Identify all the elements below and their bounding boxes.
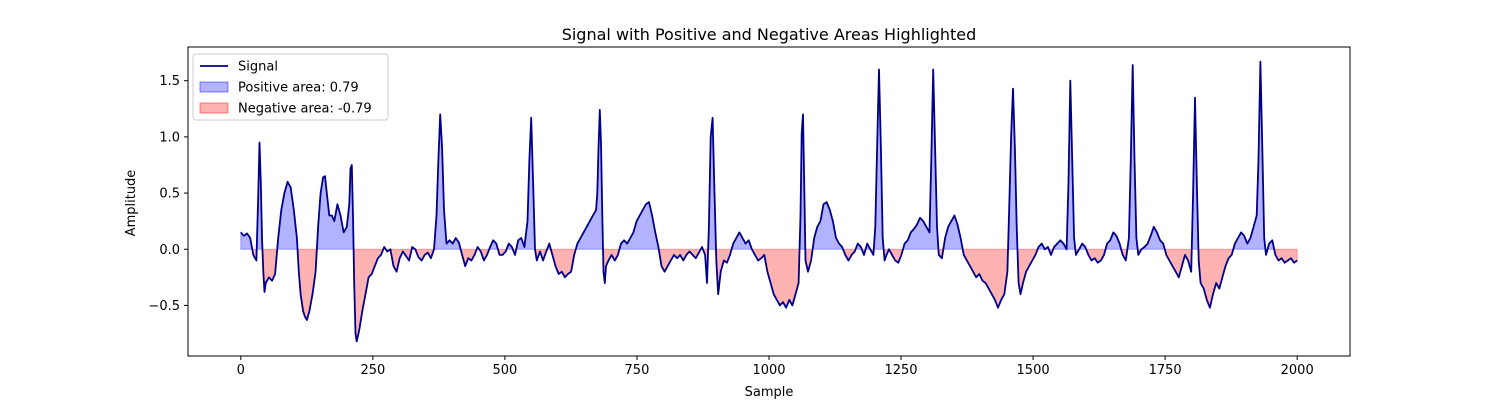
x-tick-label: 1750 (1149, 363, 1182, 378)
y-tick-label: 1.5 (159, 74, 180, 89)
legend-area-swatch (199, 102, 229, 114)
x-tick-label: 1000 (752, 363, 785, 378)
legend: Signal Positive area: 0.79 Negative area: … (192, 53, 389, 121)
y-tick-label: −0.5 (148, 299, 180, 314)
x-tick-label: 0 (237, 363, 245, 378)
x-tick-label: 1250 (884, 363, 917, 378)
x-tick-label: 250 (360, 363, 385, 378)
legend-box (192, 53, 389, 121)
x-axis: 0 250 500 750 1000 1250 1500 1750 2000 (237, 356, 1314, 378)
x-axis-label: Sample (745, 385, 794, 400)
legend-label: Negative area: -0.79 (238, 102, 372, 117)
chart-title: Signal with Positive and Negative Areas … (562, 25, 977, 44)
y-axis: −0.5 0.0 0.5 1.0 1.5 (148, 74, 188, 314)
plot-area (187, 46, 1351, 357)
legend-label: Signal (238, 60, 278, 75)
negative-area (353, 248, 385, 342)
y-tick-label: 1.0 (159, 130, 180, 145)
legend-area-swatch (199, 81, 229, 93)
negative-area (1164, 248, 1193, 279)
signal-line (240, 60, 1298, 343)
x-tick-label: 1500 (1017, 363, 1050, 378)
x-tick-label: 2000 (1281, 363, 1314, 378)
negative-area (658, 248, 702, 273)
y-tick-label: 0.0 (159, 243, 180, 258)
x-tick-label: 750 (625, 363, 650, 378)
legend-label: Positive area: 0.79 (238, 81, 359, 96)
y-axis-label: Amplitude (124, 170, 139, 237)
x-tick-label: 500 (492, 363, 517, 378)
y-tick-label: 0.5 (159, 187, 180, 202)
